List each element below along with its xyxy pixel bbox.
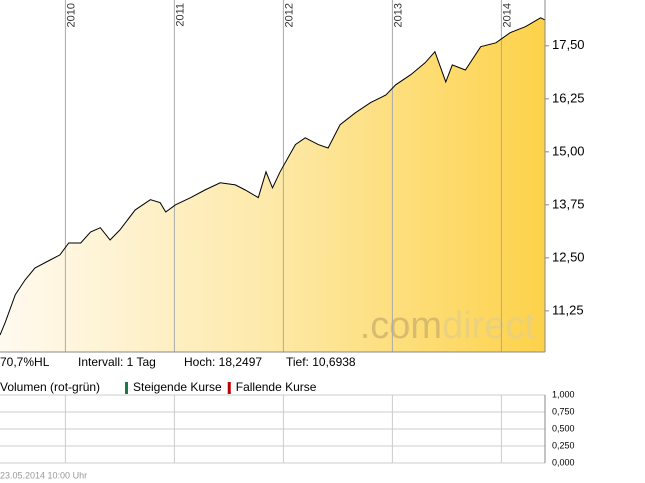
info-text: Tief: 10,6938 xyxy=(286,355,356,369)
y-tick-label: 0,250 xyxy=(552,440,575,450)
y-tick-label: 11,25 xyxy=(552,302,584,317)
timestamp: 23.05.2014 10:00 Uhr xyxy=(0,470,87,480)
x-tick-label: 2011 xyxy=(174,3,186,27)
y-tick-label: 17,50 xyxy=(552,37,585,52)
watermark-part: direct xyxy=(442,305,535,347)
legend-label: Fallende Kurse xyxy=(236,380,317,394)
price-line xyxy=(0,17,546,336)
y-tick-label: 0,500 xyxy=(552,423,575,433)
info-text: Hoch: 18,2497 xyxy=(184,355,262,369)
y-tick-label: 0,750 xyxy=(552,406,575,416)
volume-title: Volumen (rot-grün) xyxy=(0,380,100,394)
y-tick-label: 0,000 xyxy=(552,457,575,467)
y-tick-label: 16,25 xyxy=(552,90,585,105)
y-tick-label: 1,000 xyxy=(552,389,575,399)
y-tick-label: 15,00 xyxy=(552,143,585,158)
x-tick-label: 2010 xyxy=(65,3,77,27)
area-fill xyxy=(0,17,545,353)
legend-swatch xyxy=(125,382,128,394)
x-tick-label: 2014 xyxy=(501,3,513,27)
watermark: .comdirect xyxy=(360,305,536,347)
watermark-part: .com xyxy=(360,305,442,347)
legend-swatch xyxy=(227,382,231,394)
info-text: Intervall: 1 Tag xyxy=(78,355,156,369)
x-tick-label: 2012 xyxy=(283,3,295,27)
legend-label: Steigende Kurse xyxy=(133,380,222,394)
info-text: 70,7%HL xyxy=(0,355,50,369)
y-tick-label: 13,75 xyxy=(552,196,585,211)
x-tick-label: 2013 xyxy=(392,3,404,27)
y-tick-label: 12,50 xyxy=(552,249,585,264)
